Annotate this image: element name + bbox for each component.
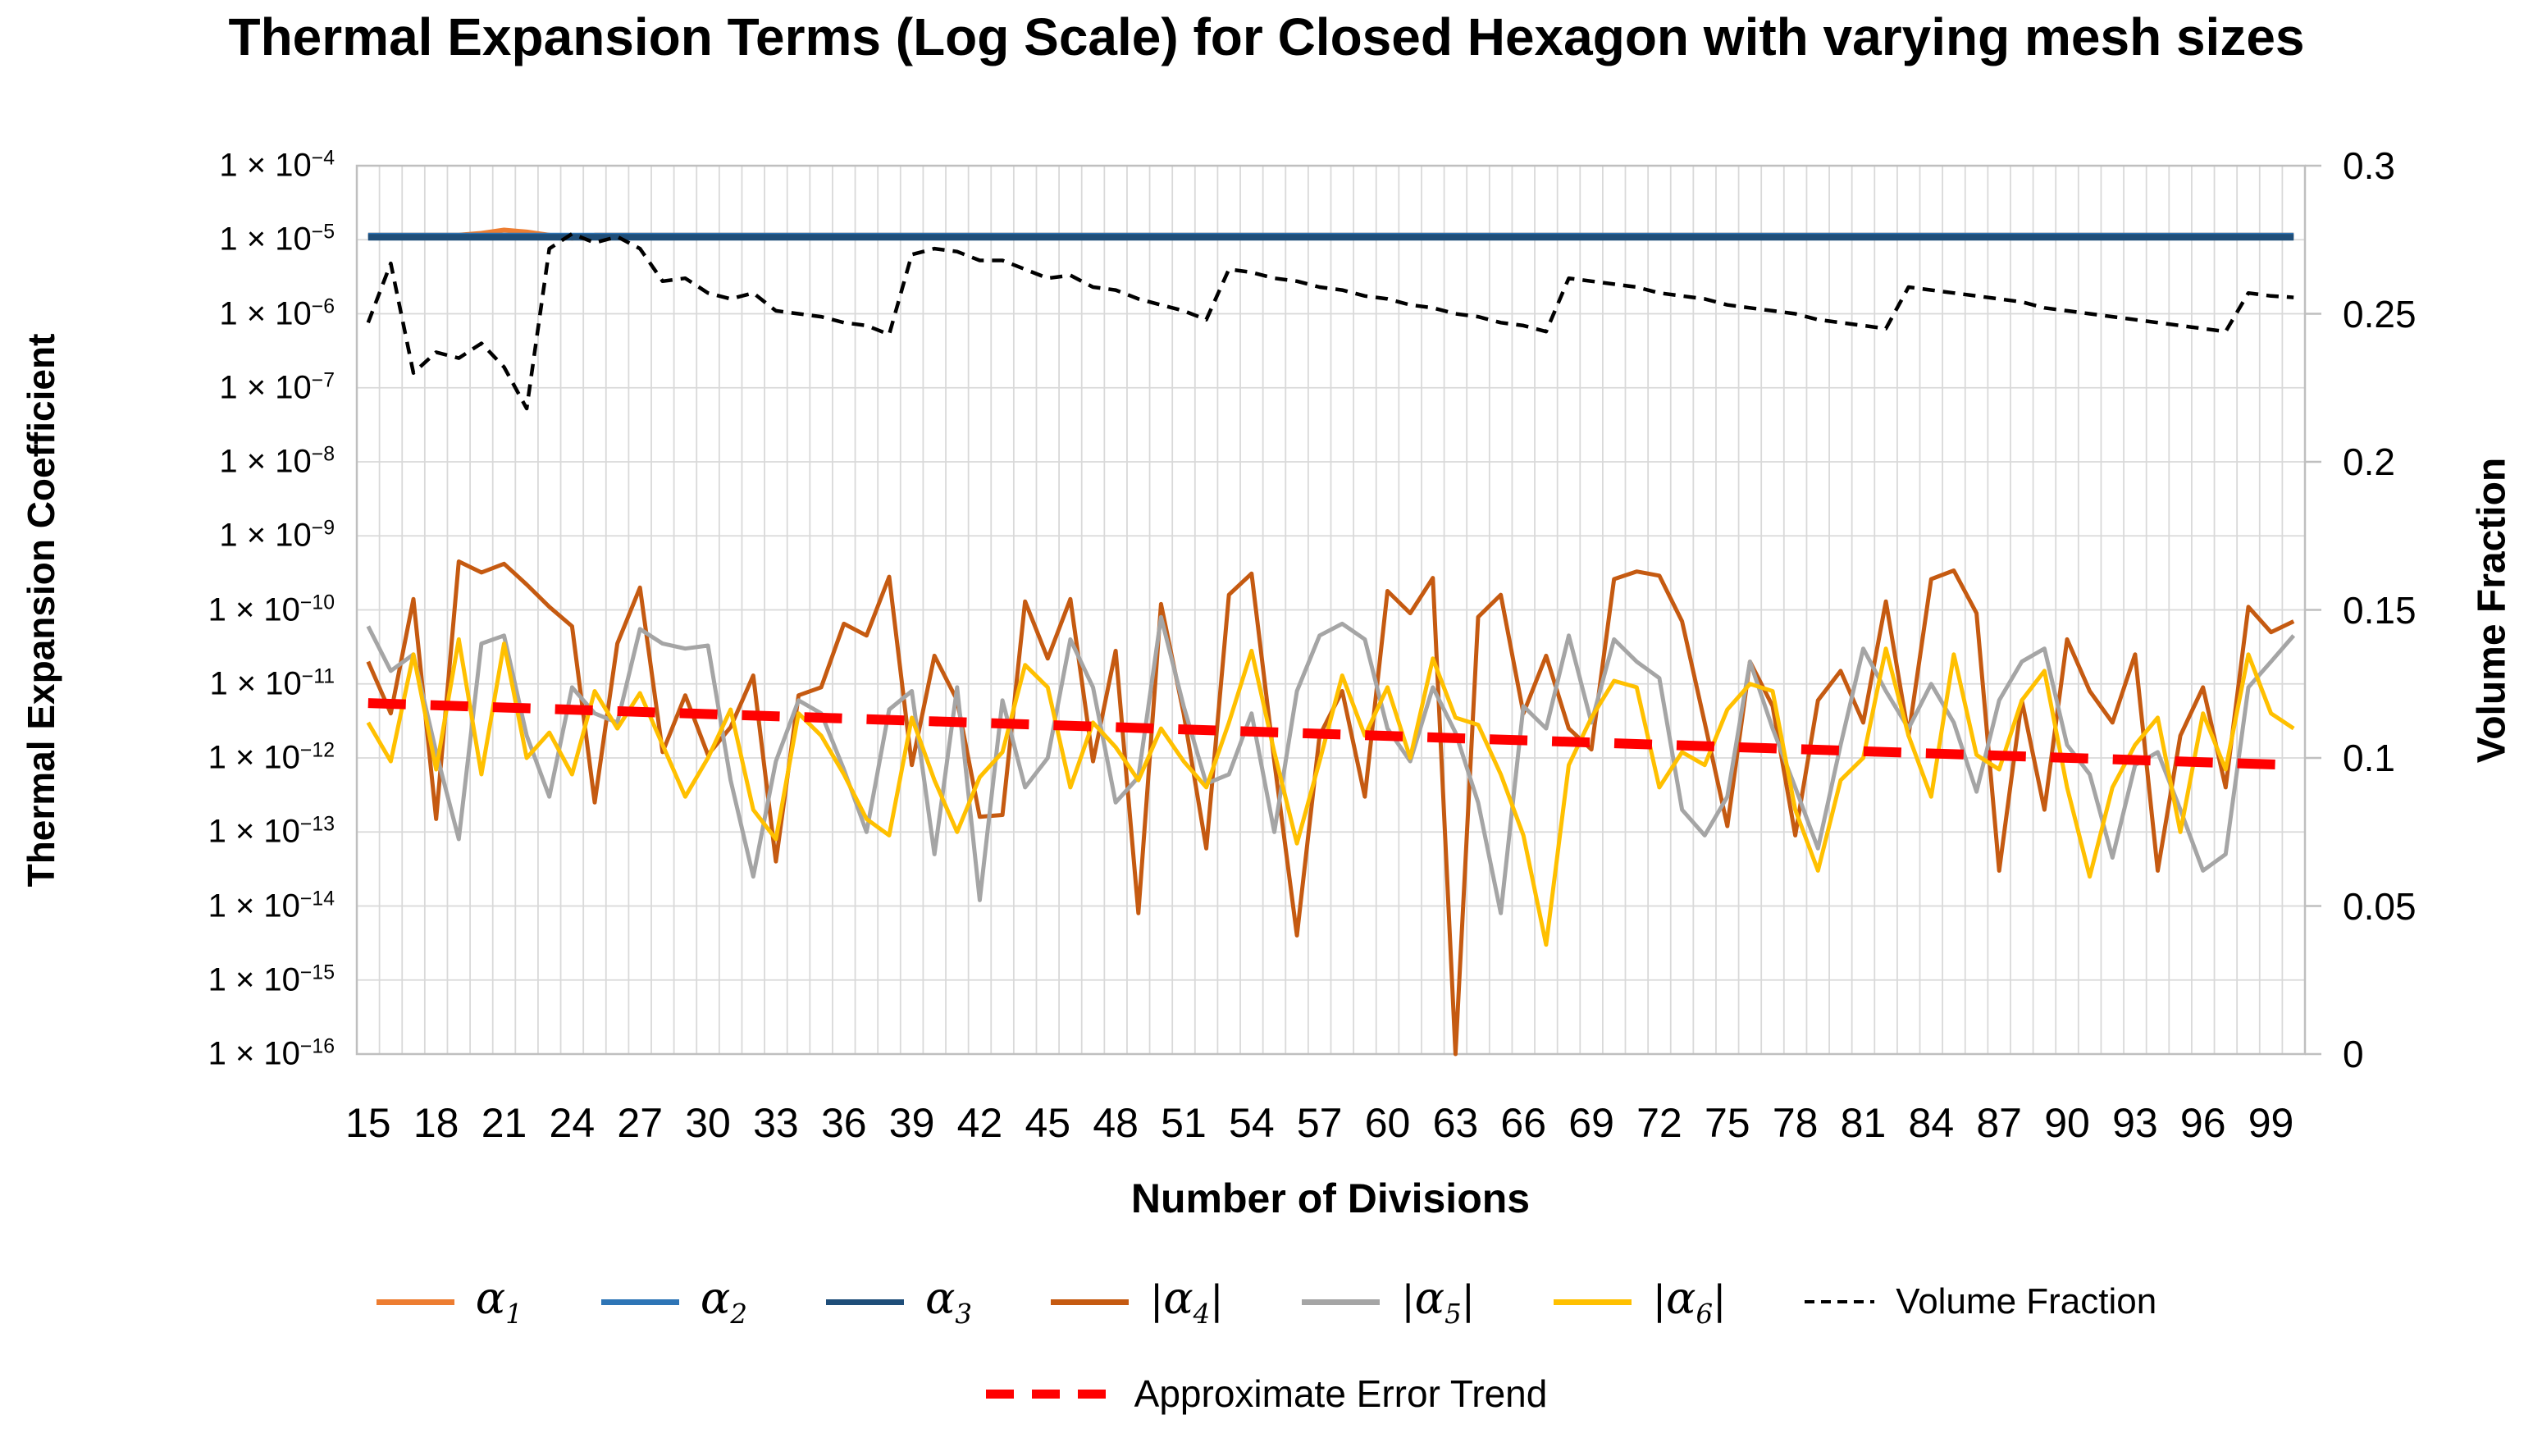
x-axis-tick-label: 48: [1093, 1100, 1139, 1146]
legend-swatch-alpha6-line: [1553, 1299, 1632, 1305]
x-axis-title: Number of Divisions: [1130, 1175, 1531, 1221]
legend-swatch-error-trend-line: [985, 1389, 1113, 1399]
x-axis-tick-label: 57: [1296, 1100, 1343, 1146]
left-axis-tick-label: 1 × 10−15: [208, 961, 335, 998]
x-axis-tick-label: 81: [1840, 1100, 1887, 1146]
legend-swatch-alpha1-line: [376, 1299, 454, 1305]
legend-item-alpha2: α2: [600, 1272, 747, 1330]
legend-row-1: α1 α2 α3 |α4| |α5| |α6| Volume Fraction: [0, 1276, 2533, 1327]
legend-swatch-alpha4-line: [1051, 1299, 1130, 1305]
legend-label-alpha3: α3: [924, 1272, 973, 1330]
legend-label-error-trend: Approximate Error Trend: [1134, 1372, 1548, 1415]
legend-row-2: Approximate Error Trend: [0, 1372, 2533, 1416]
left-axis-tick-label: 1 × 10−6: [219, 294, 335, 332]
left-axis-tick-label: 1 × 10−9: [219, 517, 335, 554]
x-axis-tick-label: 30: [685, 1100, 731, 1146]
series-volumefraction-line: [366, 231, 2294, 411]
legend-label-alpha2: α2: [700, 1272, 747, 1330]
x-axis-tick-label: 63: [1432, 1100, 1479, 1146]
left-axis-tick-label: 1 × 10−16: [208, 1035, 335, 1072]
legend-item-alpha3: α3: [825, 1272, 973, 1330]
series-6-line: [366, 637, 2295, 947]
legend-label-alpha1: α1: [475, 1272, 523, 1330]
legend-label-alpha5: |α5|: [1401, 1272, 1475, 1330]
left-axis-tick-label: 1 × 10−12: [208, 739, 335, 776]
legend-label-volume-fraction: Volume Fraction: [1896, 1281, 2157, 1322]
x-axis-tick-label: 15: [345, 1100, 391, 1146]
right-axis-tick-label: 0.1: [2343, 737, 2395, 779]
left-axis-tick-label: 1 × 10−13: [208, 813, 335, 850]
legend-swatch-volume-fraction-line: [1805, 1300, 1875, 1304]
legend-swatch-alpha5-line: [1302, 1299, 1381, 1305]
x-axis-tick-label: 96: [2179, 1100, 2226, 1146]
series-approximateerrortrend-line: [367, 698, 2294, 770]
x-axis-tick-label: 78: [1772, 1100, 1819, 1146]
left-axis-tick-label: 1 × 10−10: [208, 591, 335, 628]
right-axis-tick-label: 0.2: [2343, 440, 2395, 483]
left-axis-tick-label: 1 × 10−11: [209, 665, 335, 702]
x-axis-tick-label: 99: [2248, 1100, 2294, 1146]
legend-item-alpha6: |α6|: [1553, 1272, 1727, 1330]
x-axis-tick-label: 27: [617, 1100, 664, 1146]
legend-item-alpha4: |α4|: [1051, 1276, 1223, 1327]
left-axis-tick-label: 1 × 10−4: [219, 147, 335, 184]
x-axis-tick-label: 21: [481, 1100, 527, 1146]
x-axis-tick-label: 39: [888, 1100, 935, 1146]
legend-label-alpha4: |α4|: [1150, 1272, 1224, 1330]
x-axis-tick-label: 93: [2112, 1100, 2158, 1146]
right-axis-tick-label: 0.3: [2343, 144, 2395, 187]
left-axis-tick-label: 1 × 10−8: [219, 443, 335, 480]
left-axis-tick-label: 1 × 10−5: [219, 221, 335, 258]
series-5-line: [366, 614, 2296, 915]
x-axis-tick-label: 72: [1636, 1100, 1682, 1146]
legend-item-alpha1: α1: [376, 1272, 523, 1330]
right-axis-tick-label: 0.25: [2343, 292, 2417, 335]
x-axis-tick-label: 54: [1229, 1100, 1275, 1146]
legend-swatch-alpha2-line: [600, 1299, 679, 1305]
legend-item-volume-fraction: Volume Fraction: [1805, 1281, 2156, 1322]
x-axis-tick-label: 42: [956, 1100, 1003, 1146]
x-axis-tick-label: 90: [2044, 1100, 2090, 1146]
x-axis-tick-label: 18: [413, 1100, 459, 1146]
x-axis-tick-label: 87: [1976, 1100, 2022, 1146]
chart-title: Thermal Expansion Terms (Log Scale) for …: [228, 7, 2305, 66]
x-axis-tick-label: 66: [1500, 1100, 1547, 1146]
x-axis-tick-label: 75: [1704, 1100, 1750, 1146]
x-axis-tick-label: 33: [753, 1100, 799, 1146]
right-axis-tick-label: 0: [2343, 1033, 2364, 1075]
right-axis-tick-label: 0.15: [2343, 588, 2417, 632]
x-axis-tick-label: 24: [549, 1100, 596, 1146]
x-axis-tick-label: 45: [1025, 1100, 1071, 1146]
right-axis-tick-label: 0.05: [2343, 884, 2417, 928]
left-axis-tick-label: 1 × 10−14: [208, 887, 335, 924]
x-axis-tick-label: 84: [1908, 1100, 1955, 1146]
legend-item-alpha5: |α5|: [1302, 1272, 1475, 1330]
x-axis-tick-label: 60: [1364, 1100, 1411, 1146]
legend-item-error-trend: Approximate Error Trend: [985, 1372, 1548, 1416]
x-axis-tick-label: 36: [820, 1100, 867, 1146]
legend-label-alpha6: |α6|: [1652, 1272, 1727, 1330]
left-axis-tick-label: 1 × 10−7: [219, 369, 335, 406]
x-axis-tick-label: 69: [1568, 1100, 1614, 1146]
legend-swatch-alpha3-line: [825, 1299, 904, 1305]
x-axis-tick-label: 51: [1161, 1100, 1207, 1146]
